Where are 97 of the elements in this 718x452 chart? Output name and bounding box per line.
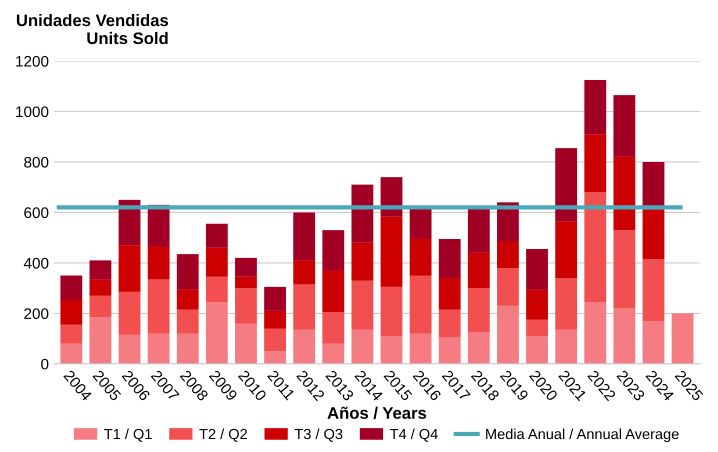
bar [90,317,112,364]
bar [60,300,82,325]
bar [90,260,112,280]
y-tick-label: 800 [24,156,48,168]
bar [410,238,432,276]
bar [584,302,606,364]
bar [322,312,344,344]
bar [438,310,461,338]
bar [90,296,112,318]
bar [584,80,606,134]
bar [235,258,257,277]
bar [555,330,578,364]
bar [206,276,228,302]
bar [118,292,140,335]
bar [672,313,694,364]
bar [235,276,257,288]
bar [206,248,228,277]
bar [380,286,402,336]
bar [526,320,548,336]
bar [642,162,664,210]
bar [176,310,199,334]
bar [526,289,548,320]
bar [438,238,461,278]
bar [264,351,286,364]
bar [642,210,664,260]
bar [584,192,606,302]
bar [264,310,286,329]
bar [526,336,548,364]
bar [497,241,519,268]
legend-label: T4 / Q4 [390,428,438,442]
bar [206,302,228,364]
bar [60,324,82,344]
bar [176,254,199,290]
bar [642,320,664,364]
bar [555,148,578,222]
bar [235,288,257,324]
bar [468,208,490,253]
bar [555,278,578,330]
bar [351,184,374,243]
bar [351,280,374,330]
bar [60,276,82,300]
bar [526,249,548,290]
bar [468,252,490,288]
bar [60,344,82,364]
bar [497,268,519,306]
bar [206,224,228,248]
y-tick-label: 0 [41,358,48,370]
bar [176,334,199,364]
bar [148,279,170,334]
bar [322,270,344,312]
bar [118,334,140,364]
y-tick-label: 1000 [16,106,48,118]
bar [438,278,461,310]
x-axis-title: Años / Years [327,406,426,420]
bar [468,332,490,364]
bar [642,259,664,321]
legend-label: T2 / Q2 [199,428,247,442]
bar [410,276,432,334]
bar [613,308,636,364]
bar [293,260,316,284]
bar [613,95,636,157]
y-tick-label: 400 [24,258,48,269]
bar [148,334,170,364]
legend-label: Media Anual / Annual Average [486,428,679,442]
bar [293,330,316,364]
bar [90,279,112,296]
y-tick-label: 1200 [16,56,48,67]
bar [410,334,432,364]
bar [293,284,316,330]
bar [322,344,344,364]
bar [264,328,286,352]
bar [235,323,257,364]
y-tick-label: 600 [24,207,48,218]
bar [380,336,402,364]
bar [468,288,490,332]
bar [380,216,402,287]
bar [148,246,170,280]
bar [380,177,402,216]
y-axis-title: Unidades Vendidas Units Sold [16,14,168,44]
y-tick-label: 200 [24,308,48,320]
bar [613,156,636,230]
bar [118,245,140,292]
legend-label: T3 / Q3 [294,428,342,442]
bar [351,242,374,281]
bar [438,337,461,364]
bar [322,230,344,270]
bar [351,330,374,364]
bar [613,230,636,308]
legend-label: T1 / Q1 [104,428,152,442]
bar [410,208,432,239]
bar [497,306,519,364]
bar [264,286,286,311]
bar [176,289,199,310]
bar [148,204,170,247]
bar [555,221,578,278]
bar [584,134,606,192]
bar [293,212,316,260]
